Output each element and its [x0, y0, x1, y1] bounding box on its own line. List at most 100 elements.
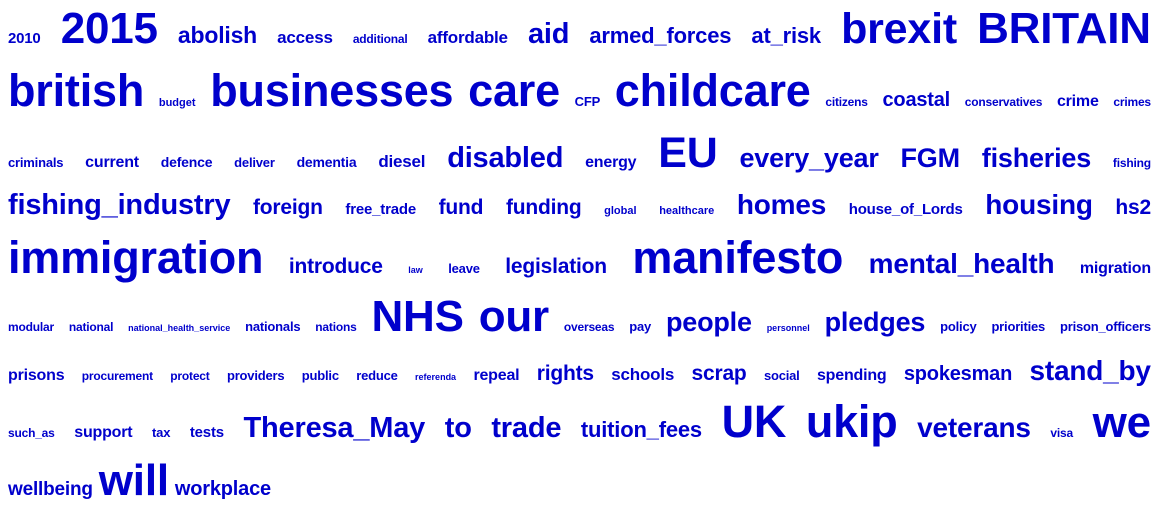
word: overseas [563, 320, 615, 335]
word: mental_health [868, 247, 1055, 279]
word: pay [629, 319, 652, 335]
word: childcare [614, 64, 811, 116]
word: fund [438, 195, 484, 219]
word: current [85, 154, 139, 172]
word: to [444, 411, 472, 444]
word: protect [170, 368, 210, 383]
word: affordable [427, 28, 508, 48]
word-cloud-line: immigration introduce law leave legislation m… [8, 235, 1151, 280]
word: support [74, 423, 133, 441]
word: national [68, 320, 114, 335]
word: veterans [917, 411, 1031, 443]
word: defence [160, 154, 213, 171]
word: 2015 [60, 4, 158, 54]
word: at_risk [751, 23, 821, 49]
word: Theresa_May [243, 411, 426, 444]
word: policy [940, 319, 977, 335]
word: priorities [991, 319, 1046, 335]
word: homes [736, 188, 827, 220]
word: visa [1050, 425, 1073, 440]
word: CFP [574, 93, 601, 109]
word: we [1092, 397, 1151, 447]
word: care [468, 64, 560, 116]
word: fisheries [981, 143, 1092, 174]
word: tuition_fees [580, 416, 702, 442]
word: repeal [473, 366, 520, 384]
word: brexit [841, 5, 957, 54]
word: businesses [210, 64, 454, 116]
word: criminals [8, 155, 64, 171]
word: prisons [8, 366, 65, 384]
word-cloud-line: criminals current defence deliver dementia di… [8, 132, 1151, 175]
word: social [763, 367, 800, 383]
word: foreign [253, 195, 323, 219]
word: prison_officers [1059, 319, 1151, 335]
word: disabled [447, 142, 564, 175]
word: UK [721, 395, 787, 447]
word: british [8, 64, 145, 116]
word: referenda [415, 371, 457, 382]
word: leave [448, 260, 480, 276]
word: wellbeing [8, 479, 93, 501]
word-cloud-line: such_as support tax tests Theresa_May to trade… [8, 399, 1151, 445]
word: fishing_industry [8, 188, 231, 221]
word: migration [1079, 259, 1151, 277]
word: NHS [371, 292, 464, 342]
word: reduce [356, 367, 398, 383]
word: BRITAIN [977, 4, 1151, 54]
word-cloud-line: wellbeing will workplace [8, 459, 1151, 503]
word: healthcare [659, 204, 715, 217]
word: every_year [739, 143, 879, 174]
word: tests [189, 423, 224, 441]
word: funding [505, 195, 582, 219]
word-cloud-line: modular national national_health_service na… [8, 295, 1151, 339]
word: global [604, 204, 637, 217]
word: dementia [296, 154, 357, 171]
word-cloud-line: fishing_industry foreign free_trade fund fun… [8, 188, 1151, 221]
word: aid [527, 18, 570, 51]
word: ukip [805, 395, 898, 447]
word: modular [8, 320, 54, 335]
word: deliver [234, 155, 275, 171]
word: spokesman [903, 362, 1013, 385]
word: schools [611, 364, 675, 384]
word: manifesto [632, 231, 844, 283]
word: hs2 [1115, 195, 1151, 219]
word: workplace [174, 478, 271, 501]
word: nations [315, 320, 357, 335]
word: abolish [177, 22, 258, 49]
word: law [408, 264, 423, 275]
word: scrap [691, 361, 747, 385]
word: additional [352, 32, 408, 47]
word: people [665, 307, 752, 338]
word: will [98, 456, 169, 506]
word: housing [985, 188, 1093, 220]
word-cloud-line: prisons procurement protect providers public… [8, 354, 1151, 386]
word: tax [152, 424, 171, 440]
word-cloud-line: 2010 2015 abolish access additional affordabl… [8, 7, 1151, 51]
word: procurement [81, 368, 153, 383]
word: introduce [288, 254, 383, 278]
word: budget [158, 96, 196, 109]
word: free_trade [345, 200, 416, 218]
word: such_as [8, 425, 55, 440]
word: coastal [882, 88, 951, 111]
word-cloud-line: british budget businesses care CFP childcare c… [8, 68, 1151, 113]
word: trade [491, 411, 562, 444]
word: immigration [8, 231, 264, 283]
word: stand_by [1029, 354, 1151, 386]
word: 2010 [8, 30, 41, 48]
word: armed_forces [589, 23, 732, 49]
word: access [277, 28, 333, 48]
word: conservatives [964, 94, 1043, 109]
word: energy [585, 154, 637, 172]
word: fishing [1112, 156, 1151, 171]
word: crime [1056, 92, 1099, 110]
word: nationals [245, 319, 301, 335]
word: public [301, 367, 339, 383]
word: diesel [378, 152, 426, 172]
word: our [478, 292, 549, 342]
word: EU [658, 129, 718, 178]
word: personnel [766, 323, 810, 334]
